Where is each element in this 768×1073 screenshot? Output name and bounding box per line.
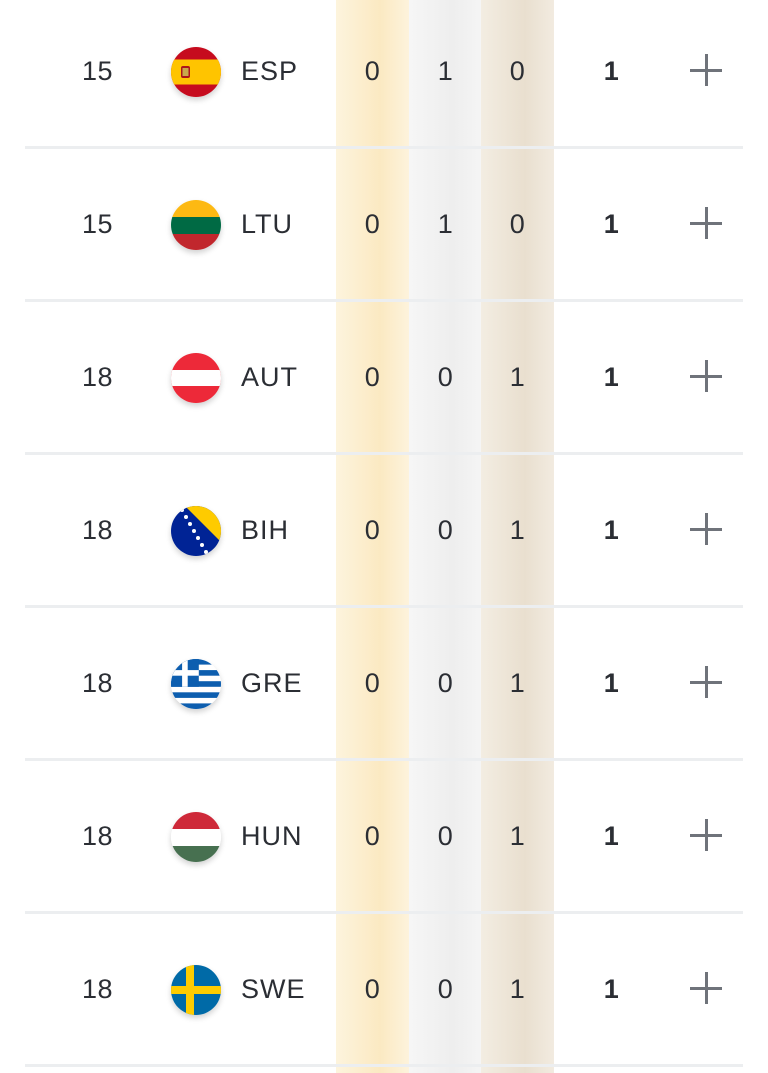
total-count: 1 [603, 55, 620, 86]
table-row: 18 HUN 0 0 1 1 [0, 761, 768, 914]
plus-icon[interactable] [690, 666, 724, 700]
table-row: 15 LTU 0 1 0 1 [0, 149, 768, 302]
plus-icon[interactable] [690, 513, 724, 547]
rank: 18 [81, 361, 114, 392]
silver-count: 0 [437, 361, 454, 392]
gold-count: 0 [364, 208, 381, 239]
country-code: BIH [241, 514, 290, 545]
bronze-count: 0 [509, 55, 526, 86]
rank: 18 [81, 667, 114, 698]
silver-count: 0 [437, 514, 454, 545]
gold-column-highlight [336, 0, 409, 1073]
spain-flag-icon [171, 47, 221, 97]
gold-count: 0 [364, 667, 381, 698]
silver-count: 1 [437, 55, 454, 86]
country-code: GRE [241, 667, 303, 698]
greece-flag-icon [171, 659, 221, 709]
bronze-count: 1 [509, 361, 526, 392]
country-code: SWE [241, 973, 306, 1004]
table-row: 15 ESP 0 1 0 1 [0, 0, 768, 149]
table-row: 18 GRE 0 0 1 1 [0, 608, 768, 761]
total-count: 1 [603, 514, 620, 545]
lithuania-flag-icon [171, 200, 221, 250]
rank: 15 [81, 208, 114, 239]
total-count: 1 [603, 820, 620, 851]
country-code: AUT [241, 361, 298, 392]
gold-count: 0 [364, 514, 381, 545]
country-code: HUN [241, 820, 303, 851]
gold-count: 0 [364, 820, 381, 851]
gold-count: 0 [364, 361, 381, 392]
sweden-flag-icon [171, 965, 221, 1015]
gold-count: 0 [364, 973, 381, 1004]
bronze-count: 1 [509, 667, 526, 698]
rank: 15 [81, 55, 114, 86]
silver-count: 0 [437, 973, 454, 1004]
hungary-flag-icon [171, 812, 221, 862]
table-row: 18 AUT 0 0 1 1 [0, 302, 768, 455]
gold-count: 0 [364, 55, 381, 86]
table-row: 18 SWE 0 0 1 1 [0, 914, 768, 1067]
total-count: 1 [603, 667, 620, 698]
rank: 18 [81, 973, 114, 1004]
bronze-count: 1 [509, 514, 526, 545]
total-count: 1 [603, 361, 620, 392]
bronze-count: 1 [509, 973, 526, 1004]
bronze-count: 1 [509, 820, 526, 851]
rank: 18 [81, 820, 114, 851]
bronze-count: 0 [509, 208, 526, 239]
silver-count: 0 [437, 667, 454, 698]
total-count: 1 [603, 973, 620, 1004]
rank: 18 [81, 514, 114, 545]
table-row: 18 BIH 0 0 1 1 [0, 455, 768, 608]
silver-column-highlight [409, 0, 482, 1073]
plus-icon[interactable] [690, 54, 724, 88]
austria-flag-icon [171, 353, 221, 403]
silver-count: 1 [437, 208, 454, 239]
plus-icon[interactable] [690, 972, 724, 1006]
silver-count: 0 [437, 820, 454, 851]
country-code: ESP [241, 55, 299, 86]
plus-icon[interactable] [690, 360, 724, 394]
plus-icon[interactable] [690, 207, 724, 241]
bronze-column-highlight [481, 0, 554, 1073]
bosnia-flag-icon [171, 506, 221, 556]
plus-icon[interactable] [690, 819, 724, 853]
total-count: 1 [603, 208, 620, 239]
country-code: LTU [241, 208, 294, 239]
